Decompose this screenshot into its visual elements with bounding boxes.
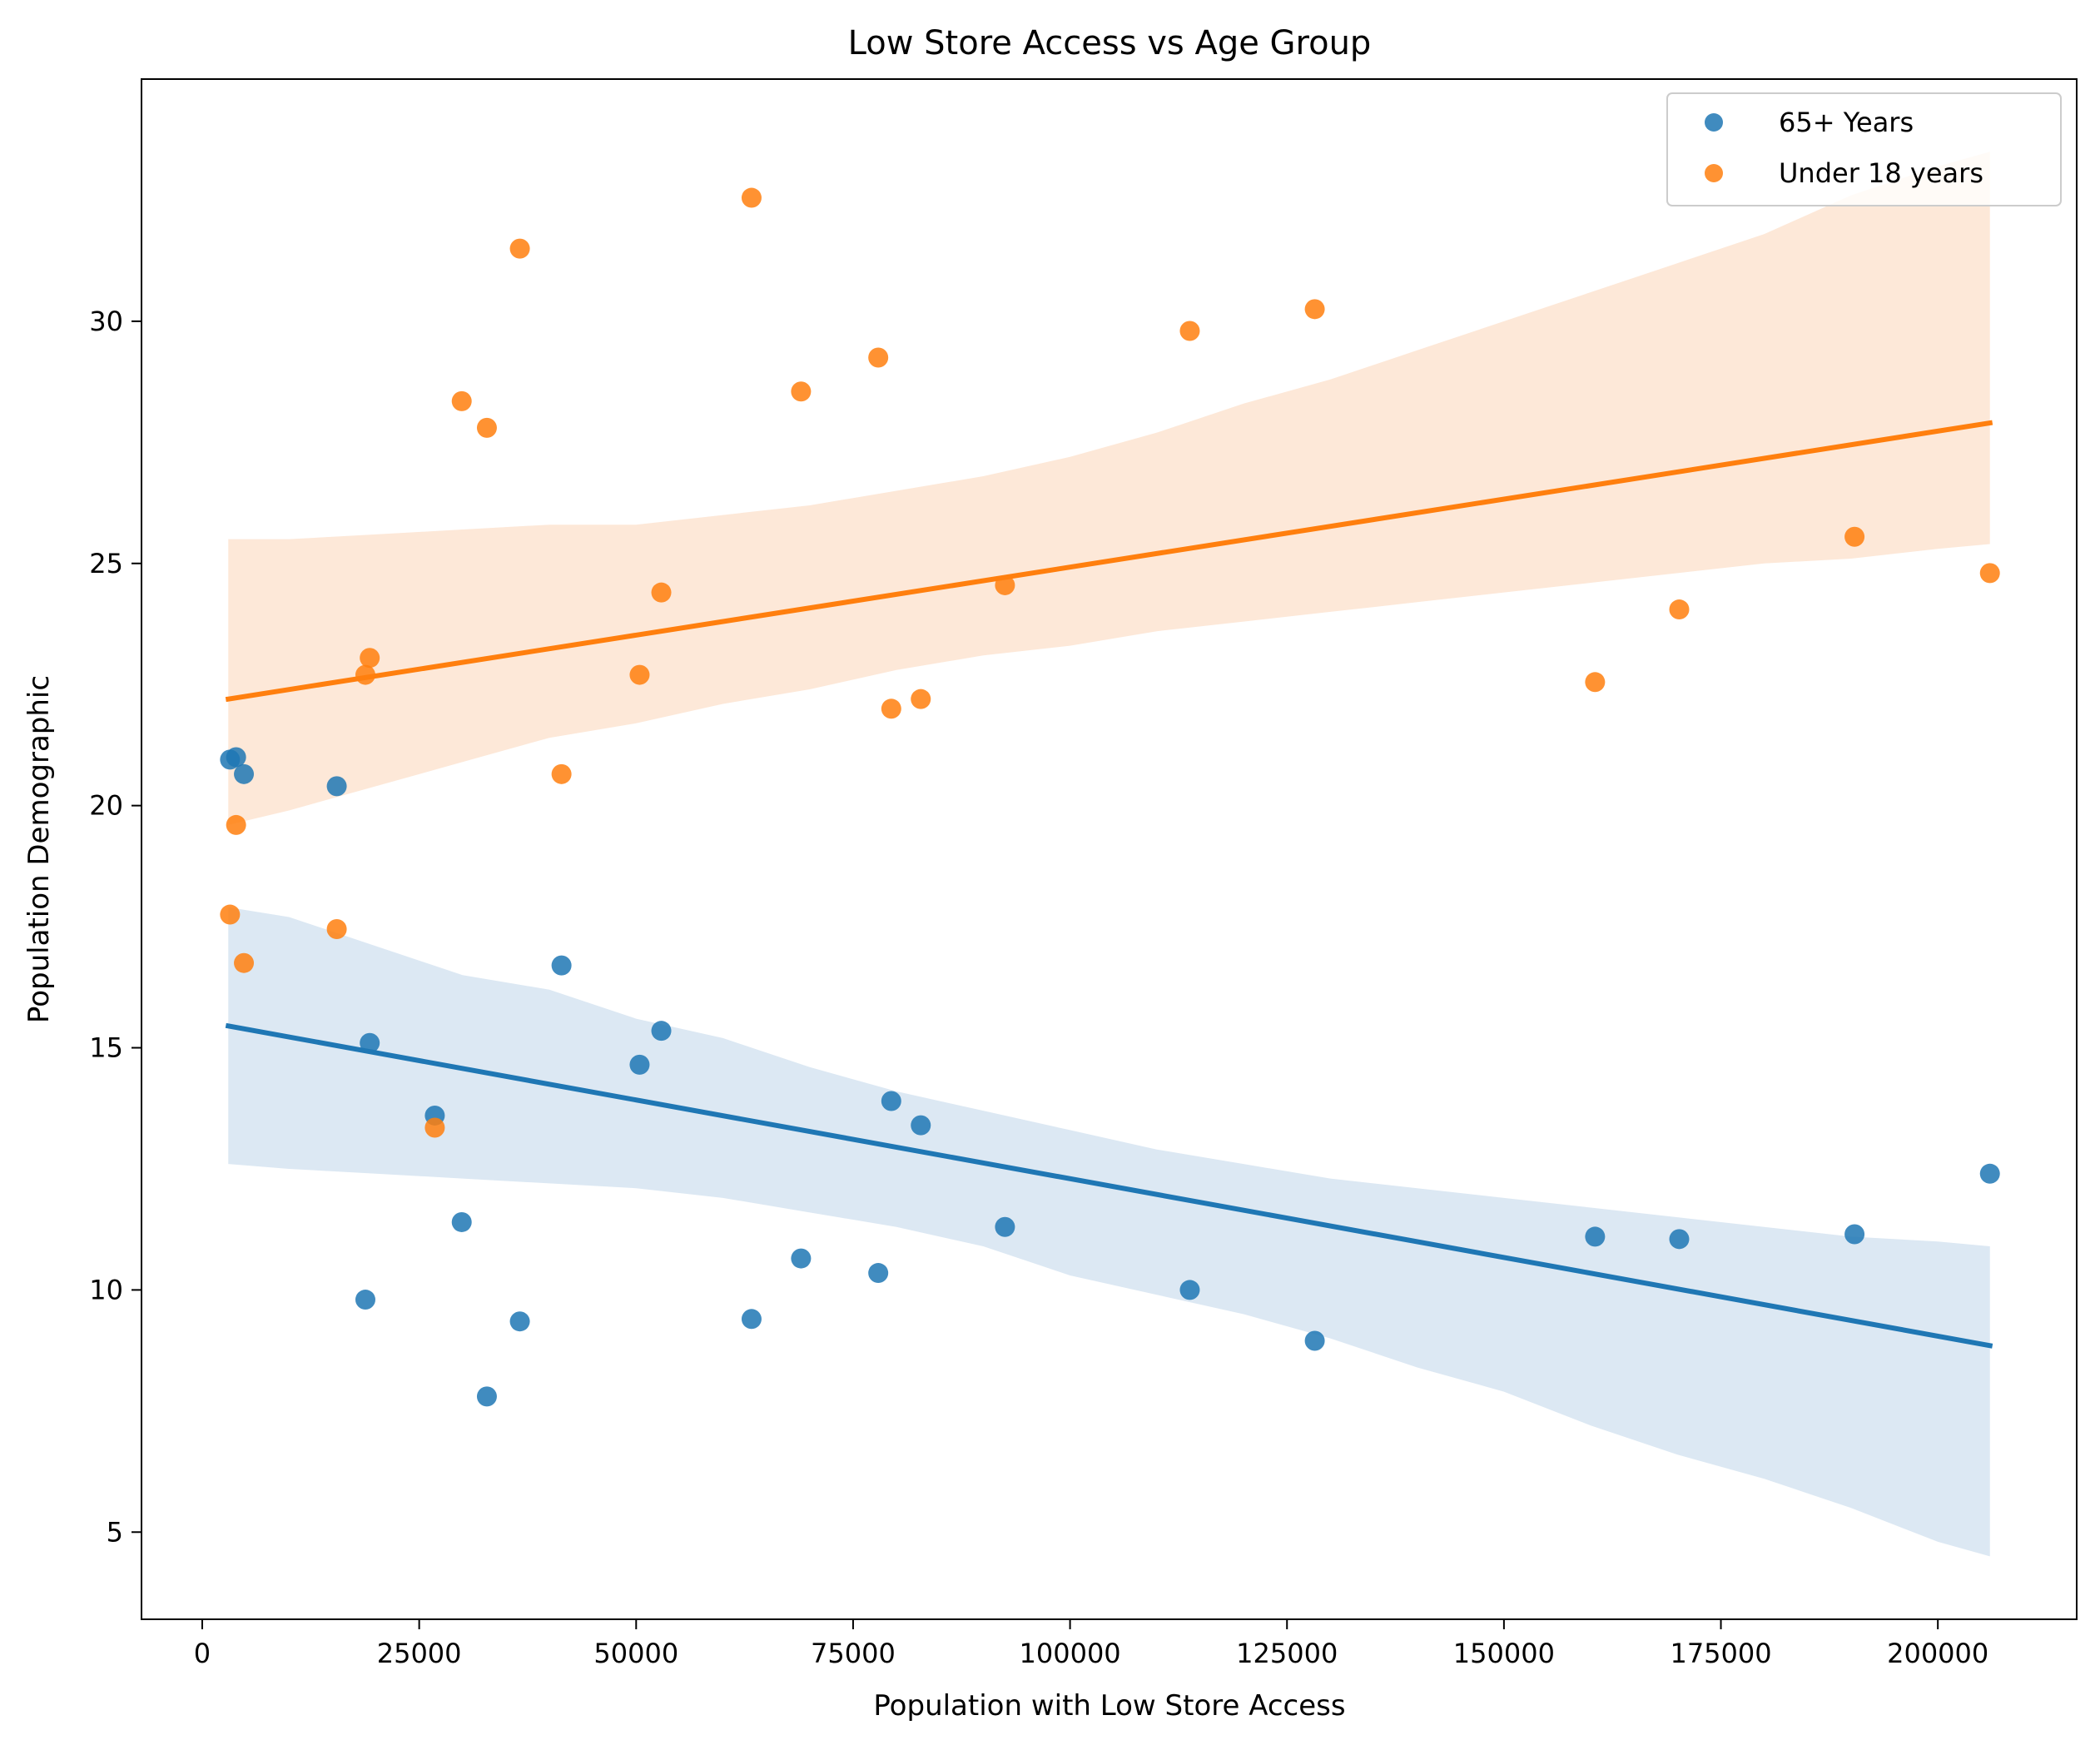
legend-label-under-18: Under 18 years <box>1779 157 1983 189</box>
data-point-under-18-years <box>1669 599 1690 620</box>
data-point-under-18-years <box>220 904 241 925</box>
x-tick-label: 0 <box>194 1638 211 1669</box>
data-point-under-18-years <box>791 381 812 402</box>
data-point-under-18-years <box>868 347 889 368</box>
y-tick-label: 20 <box>89 790 123 822</box>
y-tick-label: 5 <box>107 1516 123 1548</box>
data-point-65-years <box>476 1386 497 1407</box>
confidence-band-65-years <box>228 907 1990 1557</box>
data-point-65-years <box>651 1021 672 1042</box>
data-point-65-years <box>355 1290 375 1310</box>
x-tick-label: 150000 <box>1453 1638 1555 1669</box>
legend-marker-65-plus <box>1705 113 1723 132</box>
x-tick-label: 125000 <box>1236 1638 1338 1669</box>
data-point-under-18-years <box>1304 299 1325 320</box>
x-axis-ticks: 0 25000 50000 75000 100000 125000 150000 175000… <box>194 1619 1988 1669</box>
y-tick-label: 10 <box>89 1274 123 1305</box>
data-point-under-18-years <box>1179 321 1200 341</box>
data-point-65-years <box>995 1216 1015 1237</box>
data-point-under-18-years <box>326 918 347 939</box>
data-point-under-18-years <box>911 689 931 709</box>
data-point-65-years <box>911 1115 931 1136</box>
data-point-65-years <box>226 747 246 768</box>
data-points <box>220 187 2000 1407</box>
plot-frame <box>141 78 2078 1620</box>
data-point-65-years <box>234 763 255 784</box>
data-point-65-years <box>451 1211 472 1232</box>
data-point-65-years <box>881 1091 901 1111</box>
y-tick-label: 30 <box>89 306 123 337</box>
data-point-65-years <box>1585 1226 1606 1247</box>
data-point-under-18-years <box>226 814 246 835</box>
data-point-under-18-years <box>1844 526 1865 547</box>
data-point-65-years <box>509 1311 530 1332</box>
chart-title: Low Store Access vs Age Group <box>848 24 1372 62</box>
data-point-65-years <box>1179 1280 1200 1300</box>
data-point-65-years <box>326 776 347 797</box>
regression-line-under-18-years <box>225 420 1993 703</box>
data-point-65-years <box>629 1054 650 1075</box>
data-point-under-18-years <box>551 763 572 784</box>
x-axis-label: Population with Low Store Access <box>873 1689 1345 1723</box>
data-point-under-18-years <box>476 417 497 438</box>
data-point-65-years <box>1979 1163 2000 1184</box>
confidence-bands <box>228 152 1990 1557</box>
data-point-65-years <box>1669 1229 1690 1250</box>
x-tick-label: 75000 <box>811 1638 896 1669</box>
data-point-65-years <box>1304 1330 1325 1351</box>
data-point-under-18-years <box>451 390 472 411</box>
data-point-65-years <box>741 1309 762 1330</box>
y-tick-label: 15 <box>89 1032 123 1064</box>
regression-line-65-years <box>225 1022 1993 1349</box>
y-tick-label: 25 <box>89 548 123 579</box>
x-tick-label: 50000 <box>593 1638 678 1669</box>
data-point-65-years <box>791 1248 812 1269</box>
x-tick-label: 200000 <box>1887 1638 1988 1669</box>
data-point-under-18-years <box>881 698 901 719</box>
legend: 65+ Years Under 18 years <box>1666 92 2062 206</box>
data-point-under-18-years <box>629 664 650 685</box>
data-point-under-18-years <box>360 648 380 669</box>
x-tick-label: 25000 <box>377 1638 462 1669</box>
x-tick-label: 175000 <box>1670 1638 1771 1669</box>
data-point-65-years <box>360 1032 380 1053</box>
data-point-under-18-years <box>1979 563 2000 584</box>
y-axis-label: Population Demographic <box>22 675 56 1023</box>
regression-lines <box>225 420 1993 1349</box>
legend-label-65-plus: 65+ Years <box>1779 107 1914 138</box>
confidence-band-under-18-years <box>228 152 1990 825</box>
legend-marker-under-18 <box>1705 164 1723 182</box>
data-point-65-years <box>868 1263 889 1284</box>
data-point-under-18-years <box>651 582 672 603</box>
data-point-under-18-years <box>1585 672 1606 693</box>
x-tick-label: 100000 <box>1020 1638 1121 1669</box>
data-point-under-18-years <box>424 1117 445 1138</box>
data-point-under-18-years <box>234 952 255 973</box>
data-point-under-18-years <box>741 187 762 208</box>
data-point-65-years <box>551 955 572 976</box>
y-axis-ticks: 5 10 15 20 25 30 <box>89 306 141 1548</box>
data-point-under-18-years <box>509 238 530 259</box>
data-point-65-years <box>1844 1224 1865 1245</box>
legend-box <box>1666 92 2062 206</box>
